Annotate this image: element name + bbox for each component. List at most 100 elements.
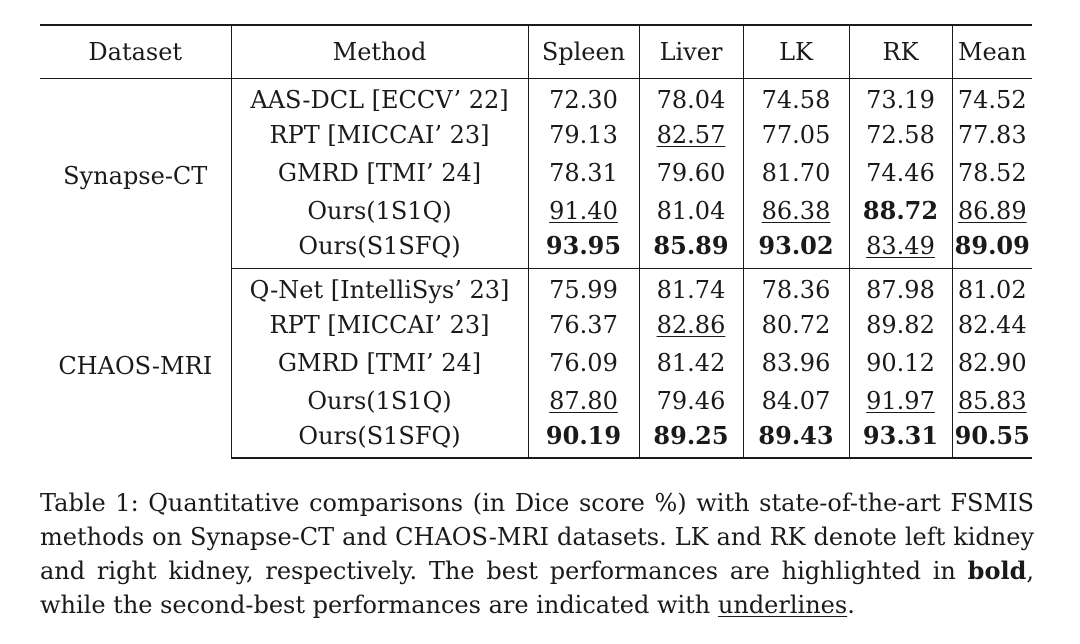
value-cell: 78.36	[743, 268, 850, 306]
value-cell: 79.60	[639, 154, 744, 192]
value-cell: 80.72	[743, 306, 850, 344]
value-cell: 87.98	[849, 268, 953, 306]
caption-bold-word: bold	[967, 556, 1027, 585]
header-liver: Liver	[639, 24, 744, 79]
dataset-group: CHAOS-MRI Q-Net [IntelliSys’ 23] 75.99 81.7…	[40, 268, 1032, 459]
value-text: 76.37	[549, 311, 618, 339]
value-text: 90.12	[866, 349, 935, 377]
value-text: 83.96	[761, 349, 831, 377]
table-row: RPT [MICCAI’ 23] 76.37 82.86 80.72 89.82 82.4…	[40, 306, 1032, 344]
value-text: 88.72	[862, 196, 939, 225]
method-cell: GMRD [TMI’ 24]	[231, 154, 529, 192]
method-cell: RPT [MICCAI’ 23]	[231, 306, 529, 344]
value-text: 91.97	[866, 387, 935, 415]
value-text: 82.44	[957, 311, 1027, 339]
value-text: 81.42	[656, 349, 726, 377]
method-cell: AAS-DCL [ECCV’ 22]	[231, 78, 529, 116]
value-cell: 90.55	[952, 420, 1032, 459]
method-cell: Ours(1S1Q)	[231, 382, 529, 420]
value-cell: 74.58	[743, 78, 850, 116]
value-cell: 82.86	[639, 306, 744, 344]
table-row: GMRD [TMI’ 24] 78.31 79.60 81.70 74.46 78.52	[40, 154, 1032, 192]
value-cell: 76.37	[528, 306, 640, 344]
value-cell: 77.05	[743, 116, 850, 154]
header-rk: RK	[849, 24, 953, 79]
value-text: 80.72	[761, 311, 831, 339]
value-text: 74.58	[761, 86, 831, 115]
value-cell: 90.19	[528, 420, 640, 459]
value-text: 89.25	[653, 420, 729, 450]
value-cell: 74.52	[952, 78, 1032, 116]
value-text: 87.98	[866, 276, 935, 305]
value-cell: 89.43	[743, 420, 850, 459]
value-cell: 90.12	[849, 344, 953, 382]
value-cell: 72.58	[849, 116, 953, 154]
value-cell: 78.04	[639, 78, 744, 116]
value-text: 87.80	[549, 387, 618, 415]
value-text: 79.46	[656, 387, 726, 415]
value-text: 89.82	[866, 311, 935, 339]
value-cell: 86.38	[743, 192, 850, 230]
header-mean: Mean	[952, 24, 1032, 79]
table-row: RPT [MICCAI’ 23] 79.13 82.57 77.05 72.58 77.8…	[40, 116, 1032, 154]
value-text: 89.43	[758, 420, 834, 450]
value-text: 78.36	[761, 276, 831, 305]
table-row: Ours(S1SFQ) 90.19 89.25 89.43 93.31 90.55	[40, 420, 1032, 459]
table-row: Ours(S1SFQ) 93.95 85.89 93.02 83.49 89.09	[40, 230, 1032, 269]
value-cell: 82.44	[952, 306, 1032, 344]
value-cell: 79.13	[528, 116, 640, 154]
value-cell: 74.46	[849, 154, 953, 192]
table-caption: Table 1: Quantitative comparisons (in Di…	[40, 486, 1034, 622]
value-text: 81.70	[761, 159, 831, 187]
value-text: 86.38	[761, 197, 831, 225]
value-text: 78.31	[549, 159, 618, 187]
method-cell: Ours(S1SFQ)	[231, 420, 529, 459]
value-text: 90.19	[545, 420, 622, 450]
method-cell: GMRD [TMI’ 24]	[231, 344, 529, 382]
value-cell: 82.90	[952, 344, 1032, 382]
value-text: 89.09	[954, 230, 1030, 260]
value-text: 74.46	[866, 159, 935, 187]
value-text: 82.57	[656, 121, 726, 149]
results-table: Dataset Method Spleen Liver LK RK Mean S…	[40, 24, 1032, 459]
value-text: 82.86	[656, 311, 726, 339]
value-text: 81.02	[957, 276, 1027, 305]
value-cell: 85.83	[952, 382, 1032, 420]
value-cell: 81.42	[639, 344, 744, 382]
value-cell: 73.19	[849, 78, 953, 116]
value-text: 81.04	[656, 197, 726, 225]
value-text: 77.83	[957, 121, 1027, 149]
value-cell: 93.95	[528, 230, 640, 269]
value-cell: 93.31	[849, 420, 953, 459]
caption-text-2: , while the second-best performances are…	[40, 557, 1034, 619]
value-cell: 75.99	[528, 268, 640, 306]
value-text: 84.07	[761, 387, 831, 415]
value-cell: 76.09	[528, 344, 640, 382]
caption-underline-word: underlines	[717, 591, 848, 619]
table-row: Ours(1S1Q) 87.80 79.46 84.07 91.97 85.83	[40, 382, 1032, 420]
value-text: 73.19	[866, 86, 935, 115]
value-text: 76.09	[549, 349, 618, 377]
value-text: 93.02	[758, 230, 834, 260]
value-text: 82.90	[957, 349, 1027, 377]
value-text: 79.60	[656, 159, 726, 187]
value-cell: 83.96	[743, 344, 850, 382]
value-text: 91.40	[549, 197, 618, 225]
caption-text-3: .	[847, 591, 855, 619]
value-text: 78.04	[656, 86, 726, 115]
value-text: 79.13	[549, 121, 618, 149]
value-text: 83.49	[866, 231, 935, 260]
header-dataset: Dataset	[40, 24, 232, 79]
value-cell: 89.25	[639, 420, 744, 459]
value-cell: 72.30	[528, 78, 640, 116]
value-cell: 81.04	[639, 192, 744, 230]
value-text: 74.52	[957, 86, 1027, 115]
value-cell: 84.07	[743, 382, 850, 420]
value-cell: 87.80	[528, 382, 640, 420]
value-text: 75.99	[549, 276, 618, 305]
value-cell: 83.49	[849, 230, 953, 269]
value-cell: 82.57	[639, 116, 744, 154]
method-cell: Q-Net [IntelliSys’ 23]	[231, 268, 529, 306]
value-cell: 93.02	[743, 230, 850, 269]
header-lk: LK	[743, 24, 850, 79]
